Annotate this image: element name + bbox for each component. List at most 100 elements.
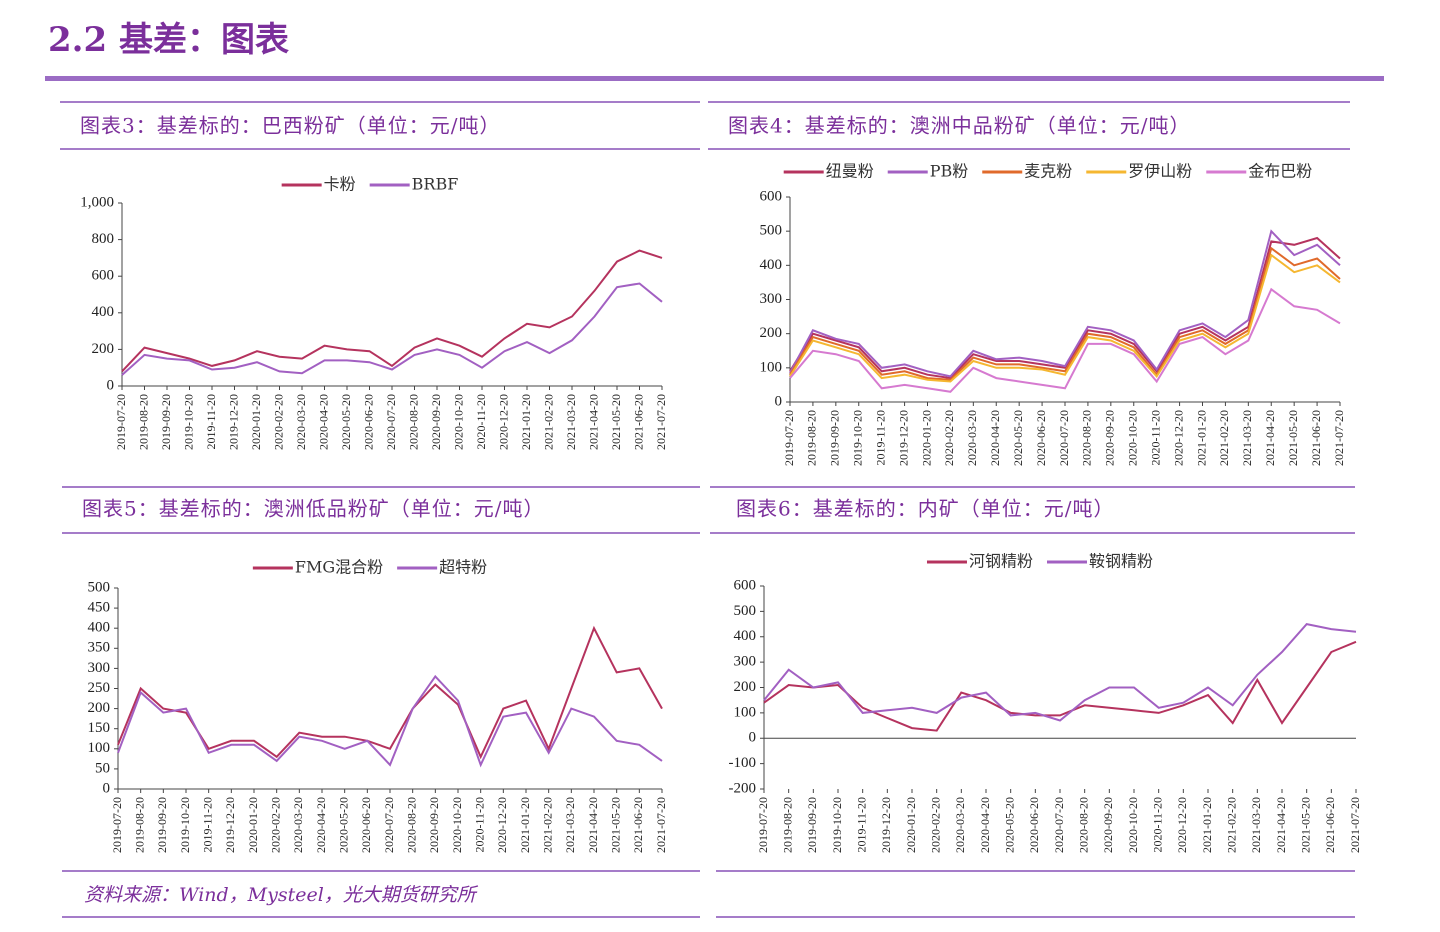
y-tick-label: 600 [760, 188, 783, 204]
y-tick-label: 500 [88, 579, 111, 595]
x-tick-label: 2020-06-20 [1034, 410, 1048, 466]
x-tick-label: 2020-04-20 [316, 394, 330, 450]
x-tick-label: 2019-08-20 [136, 394, 150, 450]
title-rule [45, 76, 1384, 81]
x-tick-label: 2020-04-20 [988, 410, 1002, 466]
x-tick-label: 2020-07-20 [1057, 410, 1071, 466]
series-line [121, 249, 663, 373]
y-tick-label: 400 [734, 628, 757, 644]
x-tick-label: 2020-09-20 [429, 394, 443, 450]
y-tick-label: 100 [760, 359, 783, 375]
y-tick-label: -200 [729, 780, 757, 796]
x-tick-label: 2020-11-20 [472, 797, 486, 853]
x-tick-label: 2020-07-20 [382, 797, 396, 853]
x-tick-label: 2021-04-20 [586, 394, 600, 450]
x-tick-label: 2019-10-20 [851, 410, 865, 466]
legend: FMG混合粉 超特粉 [252, 558, 487, 577]
y-tick-label: -100 [729, 755, 757, 771]
x-tick-label: 2021-01-20 [519, 394, 533, 450]
x-tick-label: 2020-10-20 [451, 394, 465, 450]
y-tick-label: 200 [760, 325, 783, 341]
x-tick-label: 2020-06-20 [361, 394, 375, 450]
x-tick-label: 2020-04-20 [314, 797, 328, 853]
y-tick-label: 0 [775, 393, 783, 409]
y-tick-label: 150 [88, 720, 111, 736]
y-tick-label: 100 [734, 704, 757, 720]
x-tick-label: 2020-09-20 [1101, 797, 1115, 853]
x-tick-label: 2019-07-20 [782, 410, 796, 466]
x-tick-label: 2021-04-20 [586, 797, 600, 853]
x-tick-label: 2020-02-20 [271, 394, 285, 450]
y-tick-label: 500 [760, 223, 783, 239]
series-line [117, 625, 663, 760]
x-tick-label: 2021-07-20 [654, 394, 668, 450]
legend-label: 鞍钢精粉 [1089, 552, 1153, 571]
x-tick-label: 2020-10-20 [1126, 797, 1140, 853]
x-tick-label: 2020-10-20 [1126, 410, 1140, 466]
legend-label: PB粉 [930, 162, 969, 181]
y-tick-label: 800 [92, 231, 115, 247]
x-tick-label: 2021-06-20 [1323, 797, 1337, 853]
y-tick-label: 250 [88, 680, 111, 696]
x-tick-label: 2020-06-20 [1027, 797, 1041, 853]
panel-title: 图表4：基差标的：澳洲中品粉矿（单位：元/吨） [728, 114, 1190, 138]
legend-label: 麦克粉 [1024, 162, 1072, 181]
x-tick-label: 2021-04-20 [1274, 797, 1288, 853]
x-tick-label: 2020-12-20 [1175, 797, 1189, 853]
legend-label: BRBF [412, 175, 459, 194]
x-tick-label: 2021-03-20 [1249, 797, 1263, 853]
page-title: 2.2 基差：图表 [48, 20, 289, 60]
y-tick-label: 450 [88, 600, 111, 616]
x-tick-label: 2019-09-20 [805, 797, 819, 853]
y-tick-label: 300 [760, 291, 783, 307]
x-tick-label: 2019-10-20 [181, 394, 195, 450]
y-tick-label: 600 [734, 577, 757, 593]
x-tick-label: 2020-06-20 [359, 797, 373, 853]
x-tick-label: 2021-02-20 [540, 797, 554, 853]
x-tick-label: 2021-06-20 [631, 797, 645, 853]
x-tick-label: 2020-07-20 [1052, 797, 1066, 853]
x-tick-label: 2019-09-20 [155, 797, 169, 853]
x-tick-label: 2019-12-20 [223, 797, 237, 853]
x-tick-label: 2021-01-20 [1194, 410, 1208, 466]
y-tick-label: 0 [103, 780, 111, 796]
y-tick-label: 500 [734, 603, 757, 619]
legend-label: 纽曼粉 [826, 162, 874, 181]
y-tick-label: 400 [92, 304, 115, 320]
x-tick-label: 2021-04-20 [1263, 410, 1277, 466]
y-tick-label: 300 [734, 654, 757, 670]
x-tick-label: 2019-12-20 [879, 797, 893, 853]
x-tick-label: 2019-10-20 [830, 797, 844, 853]
y-tick-label: 300 [88, 660, 111, 676]
x-tick-label: 2020-03-20 [291, 797, 305, 853]
legend-label: 超特粉 [439, 558, 487, 577]
x-tick-label: 2020-11-20 [1148, 410, 1162, 466]
panel-title: 图表6：基差标的：内矿（单位：元/吨） [736, 497, 1114, 521]
x-tick-label: 2020-12-20 [495, 797, 509, 853]
y-tick-label: 1,000 [80, 194, 114, 210]
x-tick-label: 2020-02-20 [942, 410, 956, 466]
series-line [121, 282, 663, 376]
panel-title: 图表3：基差标的：巴西粉矿（单位：元/吨） [80, 114, 500, 138]
x-tick-label: 2020-11-20 [1150, 797, 1164, 853]
x-tick-label: 2021-06-20 [1309, 410, 1323, 466]
panel-rules [60, 101, 1355, 918]
legend-label: 金布巴粉 [1248, 162, 1312, 181]
x-tick-label: 2020-08-20 [1080, 410, 1094, 466]
source-note: 资料来源：Wind，Mysteel，光大期货研究所 [84, 884, 479, 906]
x-tick-label: 2020-05-20 [336, 797, 350, 853]
series-line [763, 623, 1357, 722]
legend-label: FMG混合粉 [295, 558, 383, 577]
x-tick-label: 2019-11-20 [200, 797, 214, 853]
series-line [789, 253, 1341, 383]
x-tick-label: 2020-10-20 [450, 797, 464, 853]
y-tick-label: 400 [760, 257, 783, 273]
y-tick-label: 0 [107, 377, 115, 393]
legend-label: 罗伊山粉 [1128, 162, 1192, 181]
x-tick-label: 2020-05-20 [1002, 797, 1016, 853]
x-tick-label: 2019-12-20 [226, 394, 240, 450]
x-tick-label: 2020-05-20 [1011, 410, 1025, 466]
x-tick-label: 2020-12-20 [496, 394, 510, 450]
x-tick-label: 2021-07-20 [654, 797, 668, 853]
x-tick-label: 2019-08-20 [132, 797, 146, 853]
